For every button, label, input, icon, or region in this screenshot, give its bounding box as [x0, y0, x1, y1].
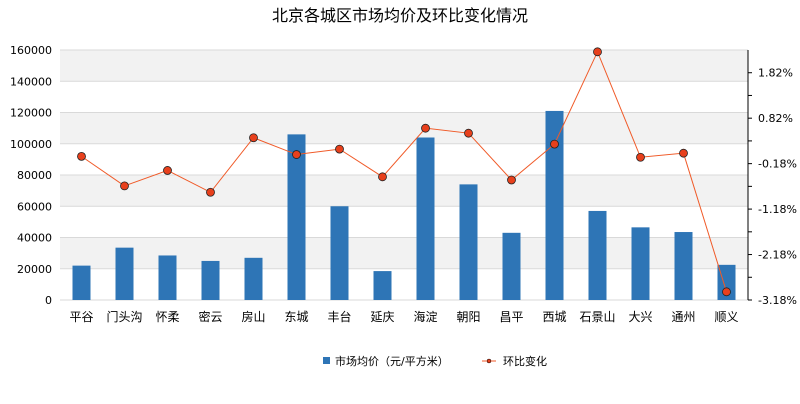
right-axis-ticks: -3.18% -2.18% -1.18% -0.18% 0.82% 1.82% [747, 50, 797, 307]
bar [545, 110, 564, 300]
x-tick-label: 延庆 [370, 310, 394, 324]
line-point [163, 166, 172, 175]
right-tick-label: -2.18% [758, 249, 797, 262]
bar [674, 232, 693, 300]
right-tick-label: 1.82% [758, 67, 793, 80]
line-point [421, 123, 430, 133]
line-point [679, 148, 688, 158]
line-point [120, 181, 129, 191]
plot-band [60, 175, 748, 207]
bar [287, 134, 306, 300]
x-tick-label: 门头沟 [106, 309, 142, 324]
left-axis-ticks: 0 20000 40000 60000 80000 100000 120000 140000 1… [10, 44, 52, 307]
bar [201, 260, 220, 300]
bar [373, 271, 392, 300]
line-point [378, 172, 387, 182]
x-tick-label: 东城 [284, 310, 308, 324]
bar [72, 265, 91, 300]
line-point [550, 139, 559, 149]
x-tick-label: 朝阳 [456, 310, 480, 324]
line-point [77, 151, 86, 161]
left-tick-label: 160000 [10, 44, 52, 57]
left-tick-label: 20000 [17, 263, 52, 276]
x-tick-label: 通州 [671, 310, 695, 324]
legend-swatch-price [323, 357, 330, 364]
line-point [249, 133, 258, 143]
plot-band [60, 50, 748, 82]
line-point [593, 47, 602, 57]
x-tick-label: 房山 [241, 309, 265, 324]
bar [459, 184, 478, 300]
plot-band [60, 112, 748, 144]
x-tick-label: 顺义 [714, 310, 738, 324]
legend-label-change: 环比变化 [503, 354, 547, 368]
x-tick-label: 西城 [542, 310, 566, 324]
chart-title: 北京各城区市场均价及环比变化情况 [272, 6, 528, 25]
bar [416, 137, 435, 300]
series-line [81, 50, 727, 292]
bar [502, 232, 521, 300]
bar-series [72, 110, 736, 300]
line-point [722, 287, 731, 297]
line-point [636, 152, 645, 162]
bar [631, 227, 650, 300]
bar [588, 210, 607, 300]
legend-swatch-change-marker [486, 358, 492, 364]
left-tick-label: 140000 [10, 75, 52, 88]
line-point [335, 144, 344, 154]
right-tick-label: -1.18% [758, 203, 797, 216]
line-point [292, 150, 301, 159]
line-point [464, 128, 473, 138]
bar [717, 264, 736, 300]
x-tick-label: 密云 [198, 309, 222, 324]
legend-label-price: 市场均价（元/平方米） [335, 354, 449, 368]
legend: 市场均价（元/平方米） 环比变化 [323, 354, 547, 368]
x-tick-label: 平谷 [69, 310, 93, 324]
left-tick-label: 0 [45, 294, 52, 307]
left-tick-label: 80000 [17, 169, 52, 182]
bar [330, 206, 349, 300]
line-point [507, 175, 516, 185]
x-tick-label: 海淀 [413, 309, 437, 324]
x-tick-label: 丰台 [327, 309, 351, 324]
bar [115, 247, 134, 300]
bar [158, 255, 177, 300]
left-tick-label: 120000 [10, 107, 52, 120]
right-tick-label: -3.18% [758, 294, 797, 307]
left-tick-label: 40000 [17, 232, 52, 245]
left-tick-label: 60000 [17, 200, 52, 213]
x-tick-label: 石景山 [579, 310, 615, 324]
x-axis-labels: 平谷 门头沟 怀柔 密云 房山 东城 丰台 延庆 海淀 朝阳 昌平 西城 石景山 大兴 通州 顺义 [69, 309, 738, 324]
right-tick-label: -0.18% [758, 158, 797, 171]
x-tick-label: 怀柔 [155, 310, 179, 324]
x-tick-label: 昌平 [499, 310, 523, 324]
bar [244, 257, 263, 300]
line-series [77, 47, 731, 297]
left-tick-label: 100000 [10, 138, 52, 151]
x-tick-label: 大兴 [628, 310, 652, 324]
right-tick-label: 0.82% [758, 112, 793, 125]
line-point [206, 187, 215, 197]
